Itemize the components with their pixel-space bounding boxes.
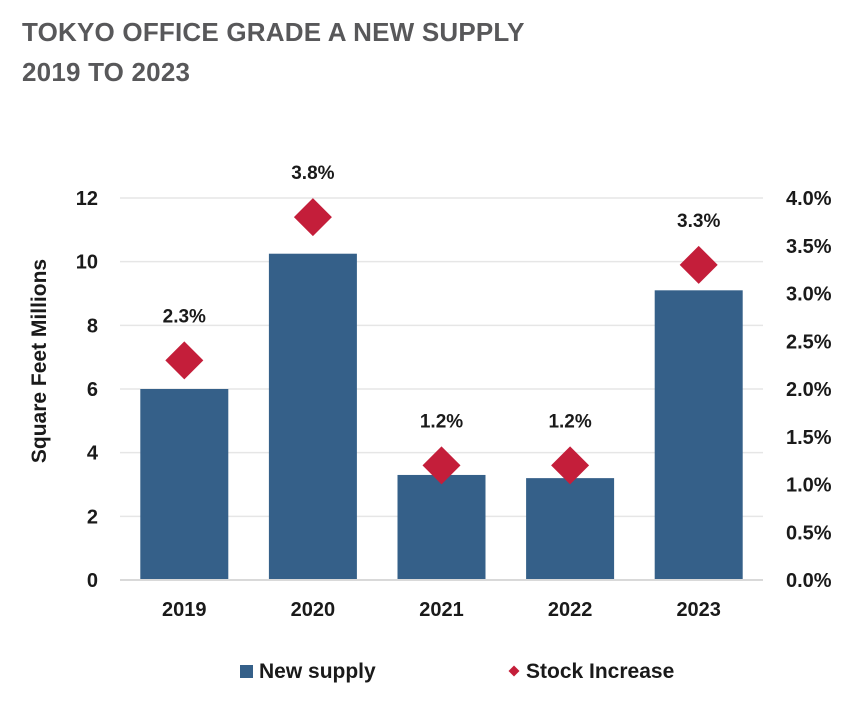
x-tick-label: 2019: [162, 599, 207, 621]
marker-stock-increase: [679, 245, 718, 284]
data-label-stock-increase: 2.3%: [163, 306, 206, 327]
y2-tick-label: 2.0%: [786, 379, 832, 401]
y-axis-label: Square Feet Millions: [28, 259, 51, 463]
chart-title: TOKYO OFFICE GRADE A NEW SUPPLY 2019 TO …: [22, 12, 525, 92]
legend-swatch-stock-increase: [508, 665, 520, 677]
y2-tick-label: 1.0%: [786, 475, 832, 497]
legend-label-stock-increase: Stock Increase: [526, 660, 674, 683]
bar-new-supply: [140, 389, 229, 580]
y2-tick-label: 1.5%: [786, 427, 832, 449]
y2-tick-label: 3.0%: [786, 284, 832, 306]
bar-new-supply: [397, 474, 486, 580]
x-tick-label: 2023: [676, 599, 721, 621]
y2-tick-label: 3.5%: [786, 236, 832, 258]
y-tick-label: 8: [87, 315, 98, 337]
y2-tick-label: 0.5%: [786, 522, 832, 544]
y-tick-label: 4: [87, 443, 99, 465]
data-label-stock-increase: 1.2%: [548, 411, 591, 432]
x-tick-label: 2021: [419, 599, 464, 621]
y-tick-label: 0: [87, 570, 98, 592]
y2-tick-label: 4.0%: [786, 188, 832, 210]
data-label-stock-increase: 3.8%: [291, 163, 334, 184]
x-tick-label: 2022: [548, 599, 593, 621]
bar-new-supply: [654, 290, 743, 580]
data-label-stock-increase: 3.3%: [677, 211, 720, 232]
marker-stock-increase: [551, 446, 590, 485]
legend-swatch-new-supply: [240, 665, 253, 678]
bar-new-supply: [526, 478, 615, 580]
marker-stock-increase: [293, 198, 332, 237]
marker-stock-increase: [165, 341, 204, 380]
y-tick-label: 10: [76, 252, 98, 274]
y-tick-label: 6: [87, 379, 98, 401]
x-tick-label: 2020: [291, 599, 336, 621]
y2-tick-label: 2.5%: [786, 331, 832, 353]
chart-title-line-1: TOKYO OFFICE GRADE A NEW SUPPLY: [22, 17, 525, 47]
data-label-stock-increase: 1.2%: [420, 411, 463, 432]
marker-stock-increase: [422, 446, 461, 485]
y-tick-label: 12: [76, 188, 98, 210]
legend-label-new-supply: New supply: [259, 660, 376, 683]
bar-new-supply: [268, 253, 357, 581]
chart-title-line-2: 2019 TO 2023: [22, 57, 191, 87]
y-tick-label: 2: [87, 506, 98, 528]
y2-tick-label: 0.0%: [786, 570, 832, 592]
